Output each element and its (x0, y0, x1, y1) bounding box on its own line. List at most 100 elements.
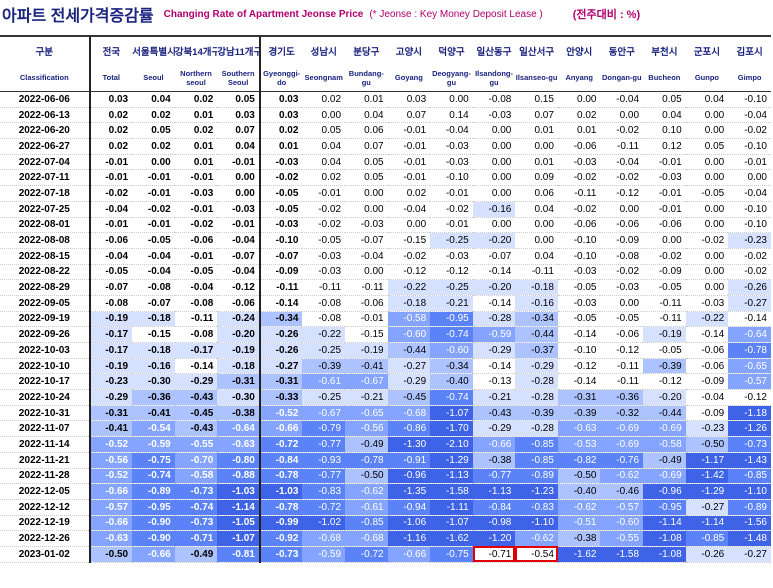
value-cell: -0.03 (557, 264, 601, 281)
value-cell: -0.01 (643, 201, 686, 218)
value-cell: -0.22 (302, 326, 346, 343)
value-cell: -0.62 (557, 499, 601, 516)
value-cell: -0.09 (643, 264, 686, 281)
value-cell: -0.12 (600, 342, 644, 359)
value-cell: -0.62 (600, 468, 644, 485)
value-cell: -0.20 (472, 279, 516, 296)
value-cell: -0.01 (132, 217, 175, 234)
row-date: 2022-10-17 (0, 373, 90, 391)
value-cell: -0.14 (557, 326, 601, 343)
value-cell: -0.11 (643, 295, 686, 312)
header-ko-cell: 덕양구 (430, 35, 473, 64)
value-cell: -0.04 (387, 201, 431, 218)
value-cell: -0.65 (728, 358, 771, 375)
value-cell: -0.02 (557, 201, 601, 218)
value-cell: -0.79 (302, 420, 346, 438)
value-cell: -0.18 (217, 358, 260, 375)
value-cell: -0.86 (387, 420, 431, 438)
value-cell: -1.14 (217, 499, 260, 516)
value-cell: -0.29 (387, 373, 431, 391)
row-date: 2022-07-25 (0, 201, 90, 218)
value-cell: 0.04 (515, 248, 558, 265)
row-date: 2022-06-06 (0, 91, 90, 108)
value-cell: -1.07 (430, 515, 473, 532)
header-ko-cell: 고양시 (387, 35, 431, 64)
header-en-cell: Deogyang-gu (430, 64, 473, 92)
value-cell: -0.02 (302, 201, 346, 218)
table-row: 2022-11-28 -0.52 -0.74 -0.58 -0.88 -0.78 -0.77… (0, 468, 771, 485)
value-cell: -0.66 (472, 436, 516, 453)
row-date: 2022-07-18 (0, 185, 90, 202)
value-cell: -1.17 (685, 452, 729, 469)
value-cell: -0.17 (88, 326, 133, 343)
value-cell: -0.11 (600, 138, 644, 155)
value-cell: -0.95 (643, 499, 686, 516)
header-ko-cell: 김포시 (728, 35, 771, 64)
value-cell: -0.11 (302, 279, 346, 296)
value-cell: 0.07 (387, 107, 431, 124)
value-cell: 0.00 (345, 264, 388, 281)
value-cell: -0.74 (174, 499, 218, 516)
value-cell: -0.19 (217, 342, 260, 359)
table-body: 2022-06-06 0.03 0.04 0.02 0.05 0.03 0.02 0.01 0.… (0, 91, 771, 563)
value-cell: -0.06 (600, 217, 644, 234)
value-cell: -0.01 (217, 217, 260, 234)
value-cell: -1.58 (600, 546, 644, 563)
header-en-cell: Anyang (557, 64, 601, 92)
table-row: 2022-07-04 -0.01 0.00 0.01 -0.01 -0.03 0.04 0.0… (0, 154, 771, 171)
value-cell: -0.80 (217, 452, 260, 469)
value-cell: -0.05 (132, 232, 175, 249)
value-cell: -0.83 (302, 483, 346, 500)
value-cell: -0.40 (557, 483, 601, 500)
value-cell: -0.92 (258, 530, 303, 547)
value-cell: 0.00 (217, 185, 260, 202)
value-cell: 0.04 (217, 138, 260, 155)
value-cell: -0.12 (728, 389, 771, 406)
value-cell: 0.00 (685, 154, 729, 171)
value-cell: -0.31 (258, 373, 303, 391)
value-cell: 0.05 (345, 154, 388, 171)
row-date: 2022-08-01 (0, 217, 90, 234)
value-cell: -0.34 (430, 358, 473, 375)
value-cell: -1.10 (728, 483, 771, 500)
value-cell: 0.00 (472, 138, 516, 155)
value-cell: -0.73 (258, 546, 303, 563)
value-cell: -0.10 (728, 217, 771, 234)
value-cell: -0.28 (515, 389, 558, 406)
value-cell: -0.63 (557, 420, 601, 438)
value-cell: 0.07 (345, 138, 388, 155)
value-cell: -0.20 (472, 232, 516, 249)
value-cell: -0.46 (600, 483, 644, 500)
value-cell: -0.04 (88, 201, 133, 218)
value-cell: -0.01 (728, 154, 771, 171)
table-row: 2022-10-31 -0.31 -0.41 -0.45 -0.38 -0.52 -0.67… (0, 405, 771, 422)
table-row: 2022-10-17 -0.23 -0.30 -0.29 -0.31 -0.31 -0.61… (0, 373, 771, 391)
value-cell: -0.19 (88, 311, 133, 328)
value-cell: -0.08 (472, 91, 516, 108)
value-cell: 0.00 (685, 264, 729, 281)
table-row: 2022-07-25 -0.04 -0.02 -0.01 -0.03 -0.05 -0.02… (0, 201, 771, 218)
value-cell: -0.56 (88, 452, 133, 469)
value-cell: 0.00 (600, 201, 644, 218)
value-cell: -1.07 (217, 530, 260, 547)
value-cell: -0.44 (643, 405, 686, 422)
value-cell: 0.04 (132, 91, 175, 108)
value-cell: -0.28 (515, 420, 558, 438)
value-cell: -0.02 (728, 264, 771, 281)
header-ko-cell: 일산서구 (515, 35, 558, 64)
row-date: 2022-11-14 (0, 436, 90, 453)
value-cell: 0.02 (302, 169, 346, 187)
value-cell: -0.57 (728, 373, 771, 391)
value-cell: 0.02 (132, 107, 175, 124)
row-date: 2022-10-31 (0, 405, 90, 422)
value-cell: -0.69 (600, 420, 644, 438)
value-cell: -0.54 (132, 420, 175, 438)
value-cell: 0.00 (600, 295, 644, 312)
value-cell: -0.66 (88, 483, 133, 500)
value-cell: -1.16 (387, 530, 431, 547)
value-cell: 0.03 (258, 107, 303, 124)
header-ko-cell: 동안구 (600, 35, 644, 64)
value-cell: -0.02 (685, 232, 729, 249)
value-cell: 0.05 (217, 91, 260, 108)
value-cell: -0.20 (643, 389, 686, 406)
